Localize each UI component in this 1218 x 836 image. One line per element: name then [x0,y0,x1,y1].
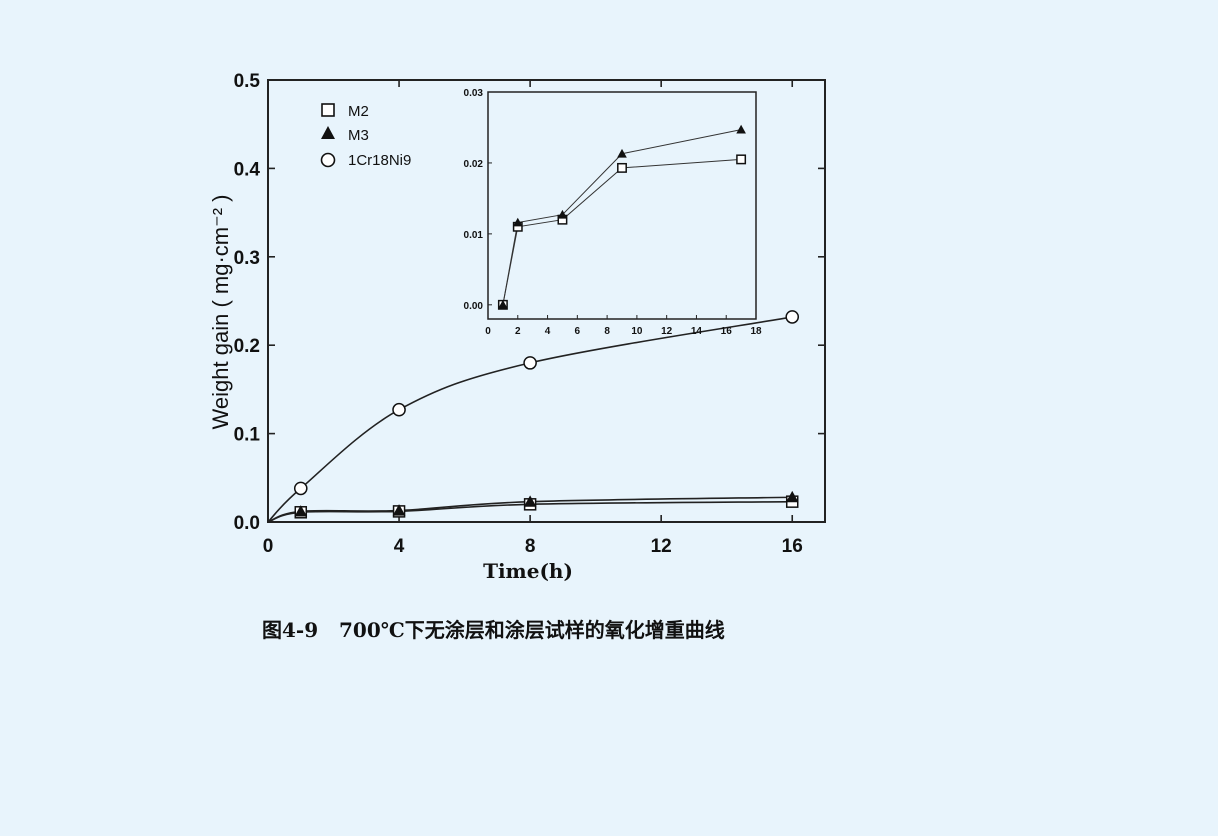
data-point-1cr18ni9 [523,356,537,370]
y-tick-label: 0.2 [234,336,260,357]
data-point-1cr18ni9 [785,310,800,324]
y-tick-label: 0.1 [234,425,261,446]
legend-marker-m2 [321,103,335,117]
inset-data-point-m2 [617,162,627,173]
x-tick-label: 4 [394,536,405,557]
legend-marker-1cr18ni9 [320,152,336,168]
main-series-markers [293,310,800,519]
main-series-lines [267,316,793,523]
y-tick-label: 0.4 [234,159,261,180]
inset-y-tick-label: 0.03 [464,88,484,99]
x-tick-label: 0 [263,536,274,557]
y-tick-label: 0.5 [234,71,261,92]
data-point-1cr18ni9 [293,481,308,496]
inset-x-tick-label: 10 [631,326,643,337]
x-tick-label: 12 [651,536,672,557]
inset-y-tick-label: 0.01 [464,230,484,241]
data-point-m3 [294,505,308,517]
inset-data-point-m3 [498,299,508,309]
inset-x-tick-label: 18 [750,326,762,337]
inset-x-tick-label: 2 [515,326,521,337]
inset-data-point-m3 [736,124,746,134]
inset-data-point-m3 [512,217,523,227]
inset-x-tick-label: 12 [661,326,673,337]
legend: M2 M3 1Cr18Ni9 [320,103,411,169]
figure-caption: 图4-9 700℃下无涂层和涂层试样的氧化增重曲线 [262,618,725,642]
inset-data-point-m2 [736,154,747,165]
data-point-1cr18ni9 [392,402,406,417]
inset-y-tick-label: 0.00 [464,301,484,312]
inset-data-point-m3 [617,148,627,158]
x-tick-label: 8 [525,536,536,557]
x-tick-label: 16 [782,536,803,557]
inset-x-tick-label: 0 [485,326,491,337]
inset-y-tick-label: 0.02 [464,159,484,170]
inset-x-tick-label: 4 [545,326,551,337]
y-axis-label: Weight gain ( mg·cm⁻² ) [208,195,233,430]
inset-x-tick-label: 14 [691,326,703,337]
legend-label-m2: M2 [348,103,369,120]
inset-x-tick-label: 16 [721,326,733,337]
legend-marker-m3 [321,126,335,139]
series-line-1cr18ni9 [267,316,793,523]
y-tick-label: 0.3 [234,248,260,269]
x-axis-label: Time(h) [483,559,573,583]
y-tick-label: 0.0 [234,513,260,534]
main-ticks: 0 4 8 12 16 0.0 0.1 0.2 0.3 0.4 0.5 [234,71,825,557]
inset-series-markers [497,124,747,310]
legend-label-m3: M3 [348,127,369,144]
inset-data-point-m3 [557,209,568,219]
data-point-m3 [392,504,406,516]
inset-x-tick-label: 8 [604,326,610,337]
data-point-m3 [523,495,537,507]
inset-ticks: 0 2 4 6 8 10 12 14 16 18 0.00 0.01 0.02 0.03 [464,88,762,337]
legend-label-1cr18ni9: 1Cr18Ni9 [348,152,411,169]
main-plot-frame [267,79,826,523]
data-point-m3 [785,490,799,503]
inset-x-tick-label: 6 [575,326,581,337]
inset-plot-frame [487,91,757,320]
